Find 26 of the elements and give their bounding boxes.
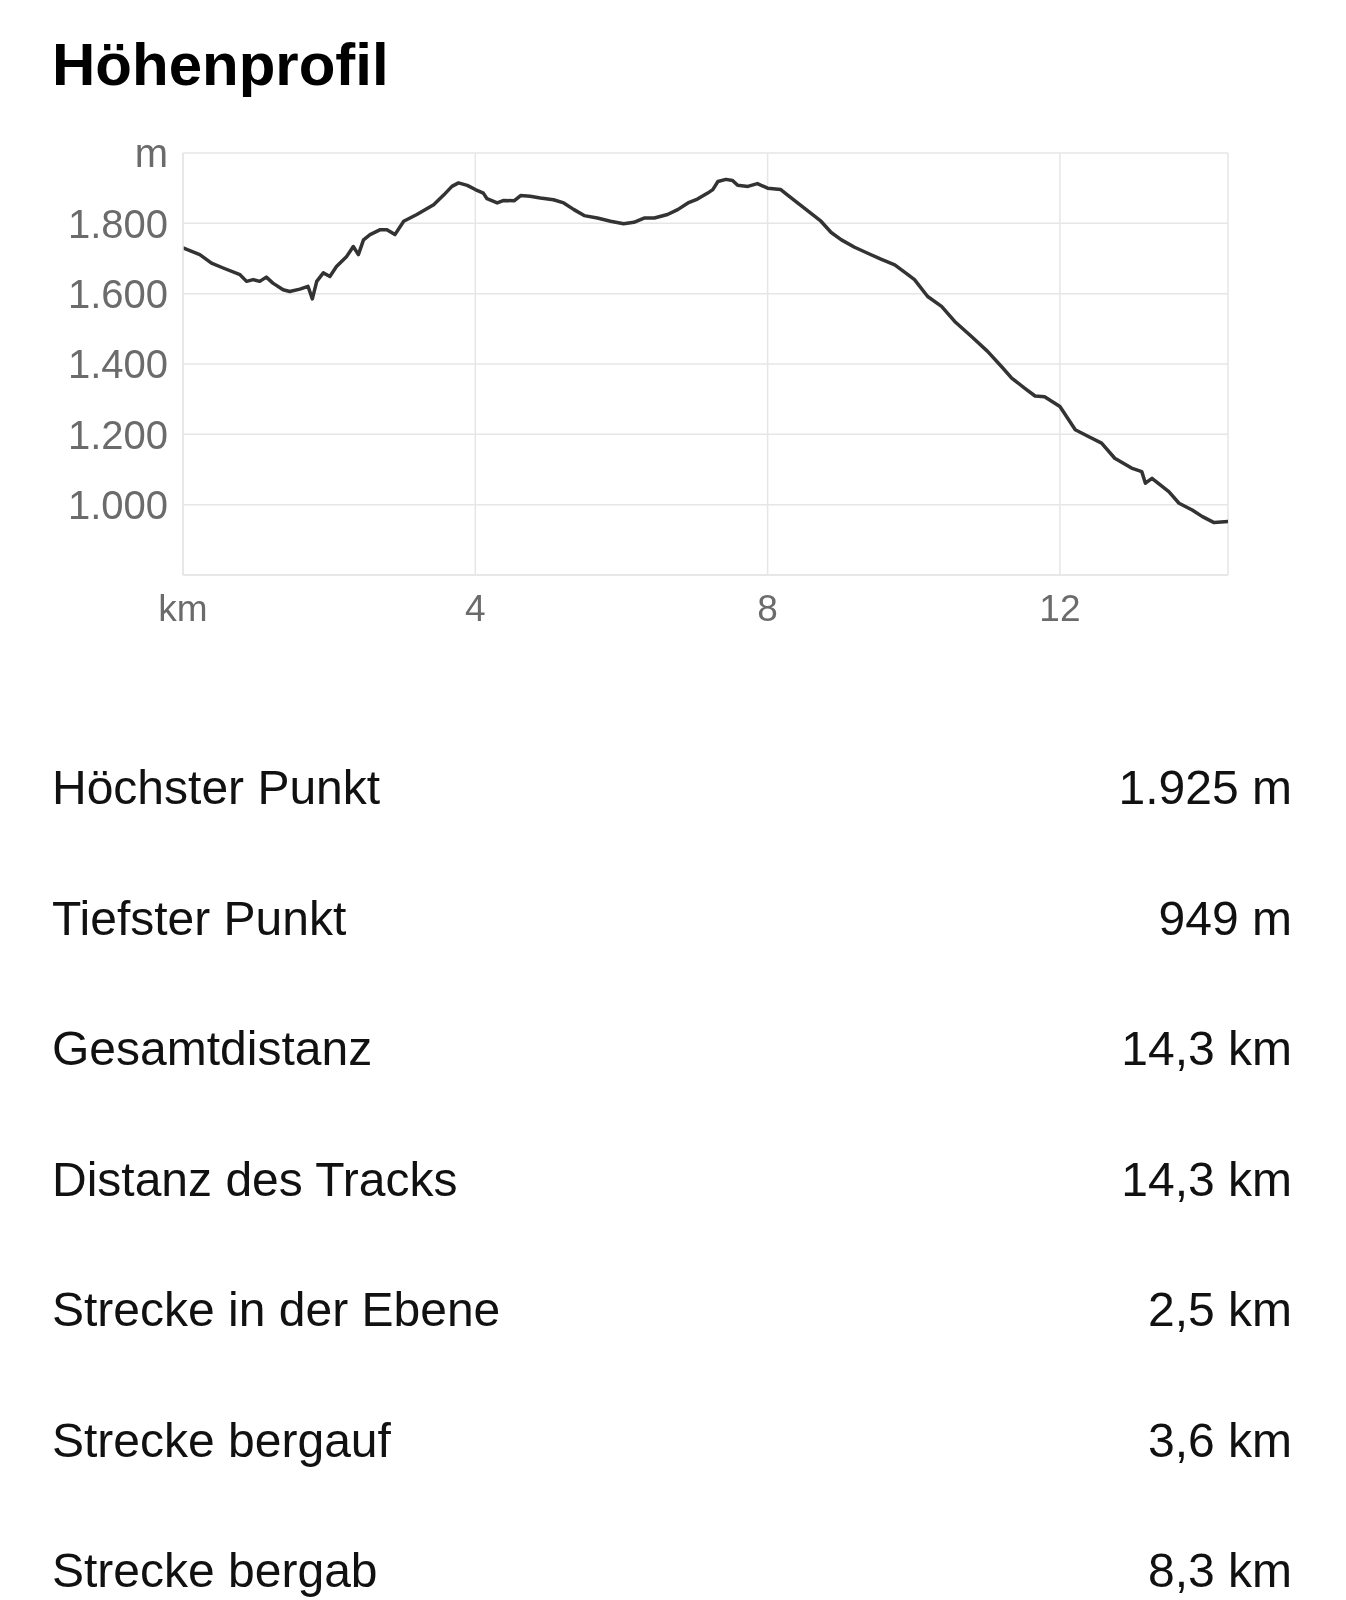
x-tick-label: 12 bbox=[1039, 588, 1081, 630]
text: Höchster Punkt bbox=[52, 760, 381, 816]
text: 3,6 km bbox=[1147, 1412, 1292, 1469]
y-tick-label: m bbox=[134, 131, 168, 176]
text: 14,3 km bbox=[1121, 1021, 1292, 1077]
text: Strecke bergauf bbox=[52, 1412, 391, 1469]
x-tick-label: km bbox=[158, 588, 208, 630]
line-series bbox=[183, 177, 1228, 525]
y-tick-label: 1.400 bbox=[67, 342, 168, 387]
y-tick-label: 1.200 bbox=[67, 412, 168, 457]
text: Strecke in der Ebene bbox=[52, 1282, 501, 1338]
chart-title: Höhenprofil bbox=[52, 31, 389, 98]
text: 8,3 km bbox=[1147, 1543, 1292, 1599]
x-tick-label: 4 bbox=[465, 588, 486, 630]
y-tick-label: 1.800 bbox=[67, 201, 168, 246]
y-tick-label: 1.600 bbox=[67, 271, 168, 316]
text: Gesamtdistanz bbox=[52, 1021, 373, 1077]
text: 1.925 m bbox=[1118, 760, 1292, 816]
y-tick-label: 1.000 bbox=[67, 482, 168, 527]
text: Distanz des Tracks bbox=[52, 1151, 458, 1208]
text: Tiefster Punkt bbox=[52, 890, 347, 947]
x-tick-label: 8 bbox=[757, 588, 778, 630]
text: 2,5 km bbox=[1147, 1282, 1292, 1338]
text: 14,3 km bbox=[1121, 1151, 1292, 1208]
text: 949 m bbox=[1158, 890, 1292, 947]
text: Strecke bergab bbox=[52, 1543, 378, 1599]
